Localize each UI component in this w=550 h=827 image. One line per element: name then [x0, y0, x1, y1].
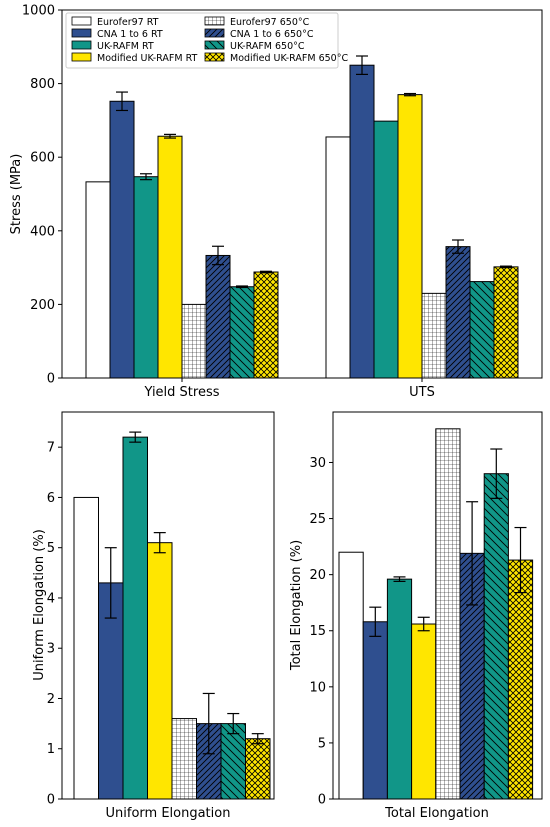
- uniform-elongation-bars: [73, 431, 271, 800]
- legend-swatch-cna-1-to-6-rt: [72, 29, 91, 37]
- legend-label: UK-RAFM RT: [97, 41, 154, 52]
- stress-y-label: Stress (MPa): [9, 154, 24, 235]
- stress-ytick-label: 1000: [22, 4, 55, 19]
- uniform-elongation-chart: 0 1 2 3 4 5 6 7 Uniform Elongation (%) Uniform …: [32, 411, 275, 821]
- stress-ytick-label: 200: [30, 298, 55, 313]
- legend-swatch-eurofer97-rt-outline: [71, 16, 92, 26]
- bar-modified-uk-rafm-rt-total-elongation: [411, 624, 436, 799]
- legend-swatch-eurofer97-650c-outline: [204, 16, 225, 26]
- bar-eurofer97-rt-yield-stress: [86, 181, 110, 378]
- stress-x-axis: Yield Stress UTS: [143, 378, 435, 400]
- legend-label: Modified UK-RAFM RT: [97, 53, 197, 64]
- total-elongation-bars: [338, 428, 534, 800]
- uniform-elongation-x-label: Uniform Elongation: [106, 806, 231, 821]
- uniform-elongation-ytick-label: 6: [47, 491, 55, 506]
- legend-swatch-cna-1-to-6-650c-outline: [204, 28, 225, 38]
- stress-xtick-label: Yield Stress: [143, 385, 219, 400]
- stress-ytick-label: 400: [30, 224, 55, 239]
- total-elongation-ytick-label: 0: [318, 793, 326, 808]
- total-elongation-ytick-label: 20: [309, 568, 326, 583]
- bar-uk-rafm-rt-yield-stress: [134, 176, 158, 378]
- bar-cna-1-to-6-rt-yield-stress: [110, 101, 134, 378]
- bar-cna-1-to-6-rt-total-elongation: [363, 621, 388, 799]
- stress-plot-frame: [61, 9, 543, 379]
- uniform-elongation-ytick-label: 3: [47, 642, 55, 657]
- uniform-elongation-y-axis: 0 1 2 3 4 5 6 7: [47, 441, 62, 808]
- legend-swatch-cna-1-to-6-rt-outline: [71, 28, 92, 38]
- bar-uk-rafm-650c-uts-hatch: [470, 281, 494, 378]
- bar-uk-rafm-rt-uts: [374, 121, 398, 379]
- bar-cna-1-to-6-rt-uniform-elongation: [98, 582, 123, 799]
- total-elongation-x-label: Total Elongation: [384, 806, 489, 821]
- legend-swatch-uk-rafm-rt: [72, 41, 91, 49]
- stress-bars: [85, 55, 519, 379]
- bar-modified-uk-rafm-650c-uts-hatch: [494, 266, 518, 378]
- total-elongation-ytick-label: 30: [309, 456, 326, 471]
- bar-uk-rafm-650c-yield-stress-hatch: [230, 286, 254, 378]
- uniform-elongation-ytick-label: 4: [47, 591, 55, 606]
- bar-eurofer97-rt-uniform-elongation: [74, 497, 99, 799]
- bar-modified-uk-rafm-rt-yield-stress: [158, 136, 182, 378]
- bar-uk-rafm-650c-uniform-elongation-hatch: [221, 723, 246, 799]
- bar-modified-uk-rafm-650c-total-elongation-hatch: [508, 560, 533, 799]
- total-elongation-ytick-label: 15: [309, 624, 326, 639]
- bar-eurofer97-650c-uniform-elongation-hatch: [172, 718, 197, 799]
- bar-cna-1-to-6-650c-uts-hatch: [446, 246, 470, 378]
- uniform-elongation-ytick-label: 5: [47, 541, 55, 556]
- bar-eurofer97-650c-yield-stress-hatch: [182, 304, 206, 378]
- bar-eurofer97-650c-uts-hatch: [422, 293, 446, 378]
- legend-label: CNA 1 to 6 RT: [97, 29, 163, 40]
- total-elongation-ytick-label: 10: [309, 680, 326, 695]
- legend-swatch-modified-uk-rafm-650c-hatch: [205, 53, 224, 61]
- legend-swatch-cna-1-to-6-650c-hatch: [205, 29, 224, 37]
- stress-ytick-label: 0: [47, 372, 55, 387]
- total-elongation-y-label: Total Elongation (%): [289, 540, 304, 671]
- bar-cna-1-to-6-rt-uts: [350, 65, 374, 378]
- legend-swatch-modified-uk-rafm-rt-outline: [71, 52, 92, 62]
- bar-eurofer97-rt-total-elongation: [339, 552, 364, 799]
- bar-uk-rafm-rt-uniform-elongation: [123, 437, 148, 799]
- uniform-elongation-ytick-label: 1: [47, 742, 55, 757]
- uniform-elongation-ytick-label: 7: [47, 441, 55, 456]
- bar-modified-uk-rafm-rt-uniform-elongation: [147, 542, 172, 799]
- stress-ytick-label: 600: [30, 151, 55, 166]
- total-elongation-ytick-label: 5: [318, 736, 326, 751]
- legend-label: Eurofer97 RT: [97, 17, 159, 28]
- legend-swatch-modified-uk-rafm-650c-outline: [204, 52, 225, 62]
- legend-swatch-modified-uk-rafm-rt: [72, 53, 91, 61]
- bar-uk-rafm-650c-total-elongation-hatch: [484, 473, 509, 799]
- legend-label: CNA 1 to 6 650°C: [230, 29, 314, 40]
- total-elongation-chart: 0 5 10 15 20 25 30 Total Elongation (%) Total …: [289, 411, 543, 821]
- bar-eurofer97-rt-uts: [326, 136, 350, 378]
- bar-modified-uk-rafm-rt-uts: [398, 94, 422, 378]
- stress-chart: 0 200 400 600 800 1000 Yield Stress UTS Stress…: [9, 4, 543, 400]
- stress-ytick-label: 800: [30, 77, 55, 92]
- legend-swatch-uk-rafm-650c-outline: [204, 40, 225, 50]
- bar-uk-rafm-rt-total-elongation: [387, 579, 412, 799]
- uniform-elongation-y-label: Uniform Elongation (%): [32, 529, 47, 681]
- uniform-elongation-ytick-label: 0: [47, 793, 55, 808]
- stress-xtick-label: UTS: [409, 385, 435, 400]
- total-elongation-plot-frame: [332, 411, 543, 800]
- bar-modified-uk-rafm-650c-uniform-elongation-hatch: [245, 738, 270, 799]
- stress-y-axis: 0 200 400 600 800 1000: [22, 4, 62, 387]
- legend-label: Modified UK-RAFM 650°C: [230, 53, 348, 64]
- total-elongation-ytick-label: 25: [309, 512, 326, 527]
- legend-frame: [65, 12, 339, 69]
- legend-label: UK-RAFM 650°C: [230, 41, 305, 52]
- total-elongation-y-axis: 0 5 10 15 20 25 30: [309, 456, 333, 808]
- bar-cna-1-to-6-650c-yield-stress-hatch: [206, 255, 230, 378]
- legend-swatch-uk-rafm-650c-hatch: [205, 41, 224, 49]
- bar-modified-uk-rafm-650c-yield-stress-hatch: [254, 272, 278, 378]
- legend-label: Eurofer97 650°C: [230, 17, 310, 28]
- legend-swatch-uk-rafm-rt-outline: [71, 40, 92, 50]
- uniform-elongation-plot-frame: [61, 411, 275, 800]
- bar-eurofer97-650c-total-elongation-hatch: [435, 428, 460, 799]
- uniform-elongation-ytick-label: 2: [47, 692, 55, 707]
- legend-swatch-eurofer97-rt: [72, 17, 91, 25]
- legend-swatch-eurofer97-650c-hatch: [205, 17, 224, 25]
